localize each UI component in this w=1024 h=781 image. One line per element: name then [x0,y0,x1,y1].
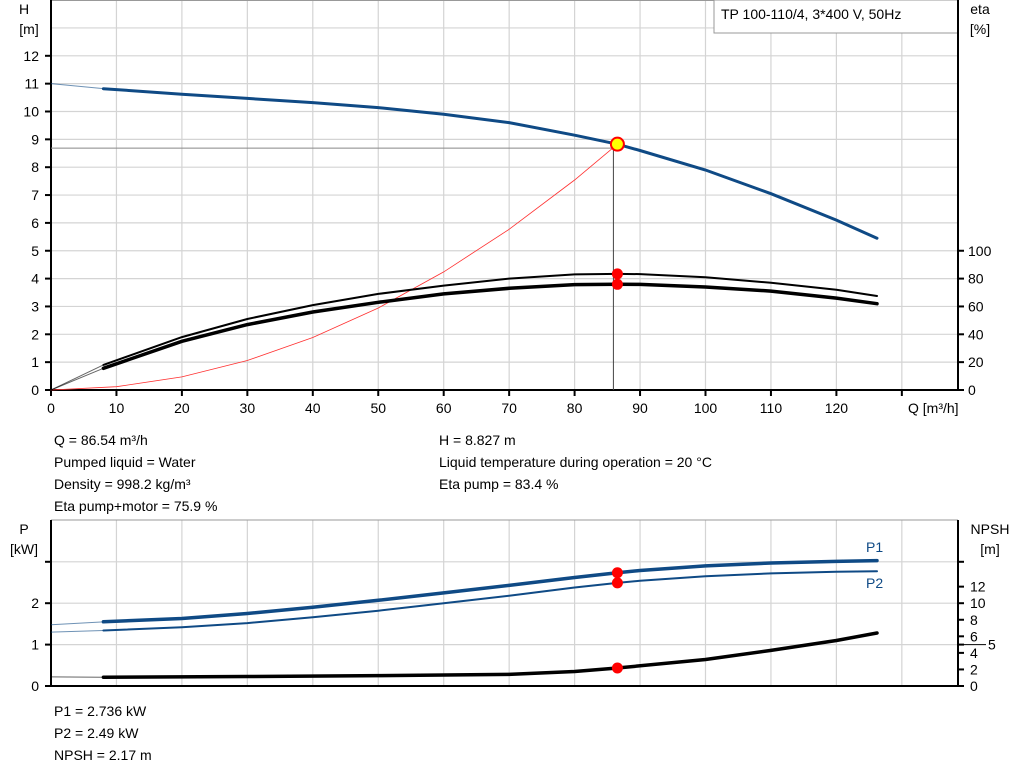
h-tick-label: 9 [31,131,39,147]
eta-total-marker [611,278,623,290]
q-tick-label: 80 [567,400,583,416]
q-tick-label: 30 [240,400,256,416]
p-tick-label: 2 [31,595,39,611]
p-axis-unit: [kW] [10,541,38,557]
eta-pump-motor-curve-extrapolation [50,367,104,391]
p-axis-label: P [19,521,28,537]
npsh-tick-label: 0 [970,678,978,694]
npsh-tick-label: 10 [970,595,986,611]
q-tick-label: 100 [694,400,718,416]
p2-curve [102,570,878,632]
eta-tick-label: 20 [968,354,984,370]
p1-curve [101,558,879,624]
h-tick-label: 3 [31,298,39,314]
eta-pump-curve [102,272,878,366]
q-tick-label: 120 [825,400,849,416]
info-p1: P1 = 2.736 kW [54,703,147,719]
q-tick-label: 110 [760,400,783,416]
info-eta-total: Eta pump+motor = 75.9 % [54,498,217,514]
h-tick-label: 1 [31,354,39,370]
npsh-axis-unit: [m] [980,541,999,557]
p-tick-label: 0 [31,678,39,694]
h-axis-label: H [19,1,29,17]
q-tick-label: 90 [632,400,648,416]
p2-curve-extrapolation [50,630,104,633]
operating-point-marker [609,136,625,152]
npsh-axis-label: NPSH [971,521,1010,537]
q-tick-label: 70 [501,400,517,416]
h-tick-label: 6 [31,215,39,231]
eta-pump-marker [611,268,623,280]
npsh-tick-label: 8 [970,612,978,628]
info-npsh: NPSH = 2.17 m [54,747,152,763]
eta-tick-label: 60 [968,298,984,314]
bottom-grid [51,519,958,686]
q-tick-label: 60 [436,400,452,416]
eta-axis-label: eta [970,1,990,17]
q-tick-label: 20 [174,400,190,416]
eta-tick-label: 80 [968,271,984,287]
h-tick-label: 8 [31,159,39,175]
npsh-curve [101,631,879,680]
eta-pump-motor-curve [101,282,879,371]
eta-tick-label: 40 [968,326,984,342]
operating-point-marker [611,662,623,674]
p1-series-label: P1 [866,539,883,555]
pump-title: TP 100-110/4, 3*400 V, 50Hz [721,6,901,22]
eta-tick-label: 0 [968,382,976,398]
q-tick-label: 40 [305,400,321,416]
q-tick-label: 10 [109,400,125,416]
operating-point-marker [611,567,623,579]
h-tick-label: 2 [31,326,39,342]
operating-point-info: Q = 86.54 m³/h Pumped liquid = Water Den… [54,432,712,514]
power-info: P1 = 2.736 kW P2 = 2.49 kW NPSH = 2.17 m [54,703,152,763]
bottom-series [50,558,879,680]
h-tick-label: 11 [24,76,39,92]
info-h: H = 8.827 m [439,432,516,448]
system-curve [50,143,618,391]
p1-curve-extrapolation [50,621,104,626]
eta-tick-label: 100 [968,243,992,259]
p-tick-label: 1 [31,637,39,653]
info-temperature: Liquid temperature during operation = 20… [439,454,712,470]
top-series [50,83,879,391]
info-q: Q = 86.54 m³/h [54,432,148,448]
npsh-tick-label: 6 [970,628,978,644]
q-tick-label: 50 [370,400,386,416]
npsh-tick-label: 2 [970,661,978,677]
h-curve [101,87,879,240]
h-tick-label: 5 [31,243,39,259]
h-tick-label: 0 [31,382,39,398]
h-tick-label: 10 [23,104,39,120]
info-eta-pump: Eta pump = 83.4 % [439,476,558,492]
eta-axis-unit: [%] [970,21,990,37]
eta-pump-curve-extrapolation [50,364,104,391]
h-axis-unit: [m] [19,21,38,37]
npsh-tick-label: 5 [988,637,996,653]
npsh-tick-label: 12 [970,579,986,595]
h-tick-label: 4 [31,271,39,287]
h-tick-label: 12 [23,48,39,64]
info-p2: P2 = 2.49 kW [54,725,139,741]
q-tick-label: 0 [47,400,55,416]
info-density: Density = 998.2 kg/m³ [54,476,191,492]
h-tick-label: 7 [31,187,39,203]
h-curve-extrapolation [50,83,104,90]
q-axis-label: Q [m³/h] [908,400,959,416]
info-liquid: Pumped liquid = Water [54,454,196,470]
npsh-tick-label: 4 [970,645,978,661]
p2-series-label: P2 [866,575,883,591]
top-ticks: 0 10 20 30 40 50 60 70 80 90 100 110 120012345678910… [23,0,992,416]
top-grid [51,0,958,390]
operating-point-marker [611,577,623,589]
